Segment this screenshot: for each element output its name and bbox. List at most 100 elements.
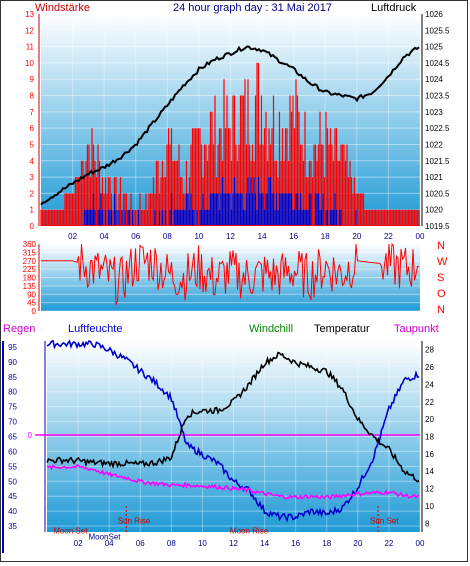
- humidity-tick-label: 35: [8, 522, 17, 531]
- humidity-tick-label: 55: [8, 462, 17, 471]
- wind-tick-label: 3: [30, 173, 35, 182]
- climate-chart: 35 40 45 50 55 60 65 70 75 80 85 90 95 8 10 12 14 16 18 20 2…: [8, 339, 434, 548]
- pressure-tick-label: 1020.5: [425, 189, 450, 198]
- x-tick-label: 14: [260, 539, 269, 548]
- temperature-tick-label: 16: [425, 450, 434, 459]
- compass-label: S: [437, 272, 444, 284]
- dewpoint-label: Taupunkt: [394, 323, 439, 335]
- x-tick-label: 00: [416, 539, 425, 548]
- temperature-tick-label: 26: [425, 363, 434, 372]
- temperature-tick-label: 8: [425, 519, 430, 528]
- x-tick-label: 12: [226, 232, 235, 241]
- direction-tick-label: 315: [23, 248, 37, 257]
- x-tick-label: 16: [289, 232, 298, 241]
- compass-label: O: [437, 288, 446, 300]
- x-tick-label: 16: [291, 539, 300, 548]
- direction-tick-label: 0: [32, 307, 37, 316]
- pressure-label: Luftdruck: [371, 2, 417, 14]
- wind-tick-label: 10: [25, 59, 34, 68]
- wind-tick-label: 11: [26, 43, 35, 52]
- windchill-label: Windchill: [249, 323, 293, 335]
- x-tick-label: 02: [68, 232, 77, 241]
- x-tick-label: 10: [194, 232, 203, 241]
- pressure-tick-label: 1022: [425, 140, 443, 149]
- humidity-tick-label: 50: [8, 477, 17, 486]
- temperature-series: [46, 351, 420, 483]
- sun-set-annotation: Sun Set: [370, 517, 399, 526]
- wind-tick-label: 1: [30, 206, 35, 215]
- humidity-tick-label: 40: [8, 507, 17, 516]
- wind-tick-label: 6: [30, 124, 35, 133]
- x-tick-label: 06: [136, 539, 145, 548]
- direction-tick-label: 360: [23, 240, 37, 249]
- pressure-tick-label: 1024: [425, 75, 443, 84]
- x-tick-label: 04: [100, 232, 109, 241]
- wind-tick-label: 4: [30, 157, 35, 166]
- direction-tick-label: 90: [27, 290, 36, 299]
- wind-direction-series: [41, 242, 420, 305]
- pressure-tick-label: 1025.5: [425, 26, 450, 35]
- temperature-tick-label: 10: [425, 502, 434, 511]
- x-tick-label: 02: [74, 539, 83, 548]
- humidity-label: Luftfeuchte: [68, 323, 122, 335]
- direction-tick-label: 225: [23, 265, 37, 274]
- wind-strength-label: Windstärke: [35, 2, 90, 14]
- pressure-series: [40, 45, 420, 206]
- humidity-tick-label: 70: [8, 418, 17, 427]
- pressure-tick-label: 1021: [425, 173, 443, 182]
- x-tick-label: 00: [416, 232, 425, 241]
- wind-tick-label: 8: [30, 92, 35, 101]
- temperature-tick-label: 28: [425, 346, 434, 355]
- wind-tick-label: 0: [30, 222, 35, 231]
- humidity-tick-label: 75: [8, 403, 17, 412]
- x-tick-label: 06: [131, 232, 140, 241]
- humidity-tick-label: 80: [8, 388, 17, 397]
- x-tick-label: 14: [258, 232, 267, 241]
- compass-label: N: [437, 240, 445, 252]
- pressure-tick-label: 1025: [425, 43, 443, 52]
- temperature-tick-label: 20: [425, 415, 434, 424]
- x-tick-label: 20: [353, 539, 362, 548]
- x-tick-label: 18: [321, 232, 330, 241]
- wind-tick-label: 2: [30, 189, 35, 198]
- x-tick-label: 20: [352, 232, 361, 241]
- temperature-tick-label: 22: [425, 398, 434, 407]
- pressure-tick-label: 1023.5: [425, 92, 450, 101]
- humidity-tick-label: 60: [8, 447, 17, 456]
- direction-tick-label: 45: [27, 299, 36, 308]
- moon-set-annotation: Moon Set: [53, 527, 88, 536]
- humidity-tick-label: 85: [8, 373, 17, 382]
- temperature-tick-label: 24: [425, 380, 434, 389]
- wind-tick-label: 9: [30, 75, 35, 84]
- humidity-tick-label: 65: [8, 433, 17, 442]
- wind-tick-label: 12: [25, 26, 34, 35]
- humidity-tick-label: 45: [8, 492, 17, 501]
- humidity-series: [46, 339, 420, 523]
- compass-label: W: [437, 256, 448, 268]
- chart-title: 24 hour graph day : 31 Mai 2017: [173, 2, 332, 14]
- x-tick-label: 22: [384, 232, 393, 241]
- humidity-tick-label: 95: [8, 343, 17, 352]
- pressure-tick-label: 1024.5: [425, 59, 450, 68]
- temperature-tick-label: 12: [425, 485, 434, 494]
- x-tick-label: 04: [105, 539, 114, 548]
- rain-tick-label: 0: [28, 431, 33, 440]
- direction-tick-label: 180: [23, 274, 37, 283]
- dewpoint-series: [46, 464, 420, 501]
- temperature-tick-label: 14: [425, 467, 434, 476]
- sun-rise-annotation: Sun Rise: [118, 517, 151, 526]
- x-tick-label: 18: [322, 539, 331, 548]
- climate-plot-area: [47, 341, 420, 532]
- humidity-tick-label: 90: [8, 358, 17, 367]
- wind-speed-series: [83, 177, 357, 226]
- direction-tick-label: 270: [23, 257, 37, 266]
- moonset-annotation: MoonSet: [88, 532, 121, 541]
- wind-tick-label: 13: [25, 10, 34, 19]
- pressure-tick-label: 1020: [425, 206, 443, 215]
- wind-tick-label: 5: [30, 140, 35, 149]
- pressure-tick-label: 1023: [425, 108, 443, 117]
- wind-tick-label: 7: [30, 108, 35, 117]
- pressure-tick-label: 1021.5: [425, 157, 450, 166]
